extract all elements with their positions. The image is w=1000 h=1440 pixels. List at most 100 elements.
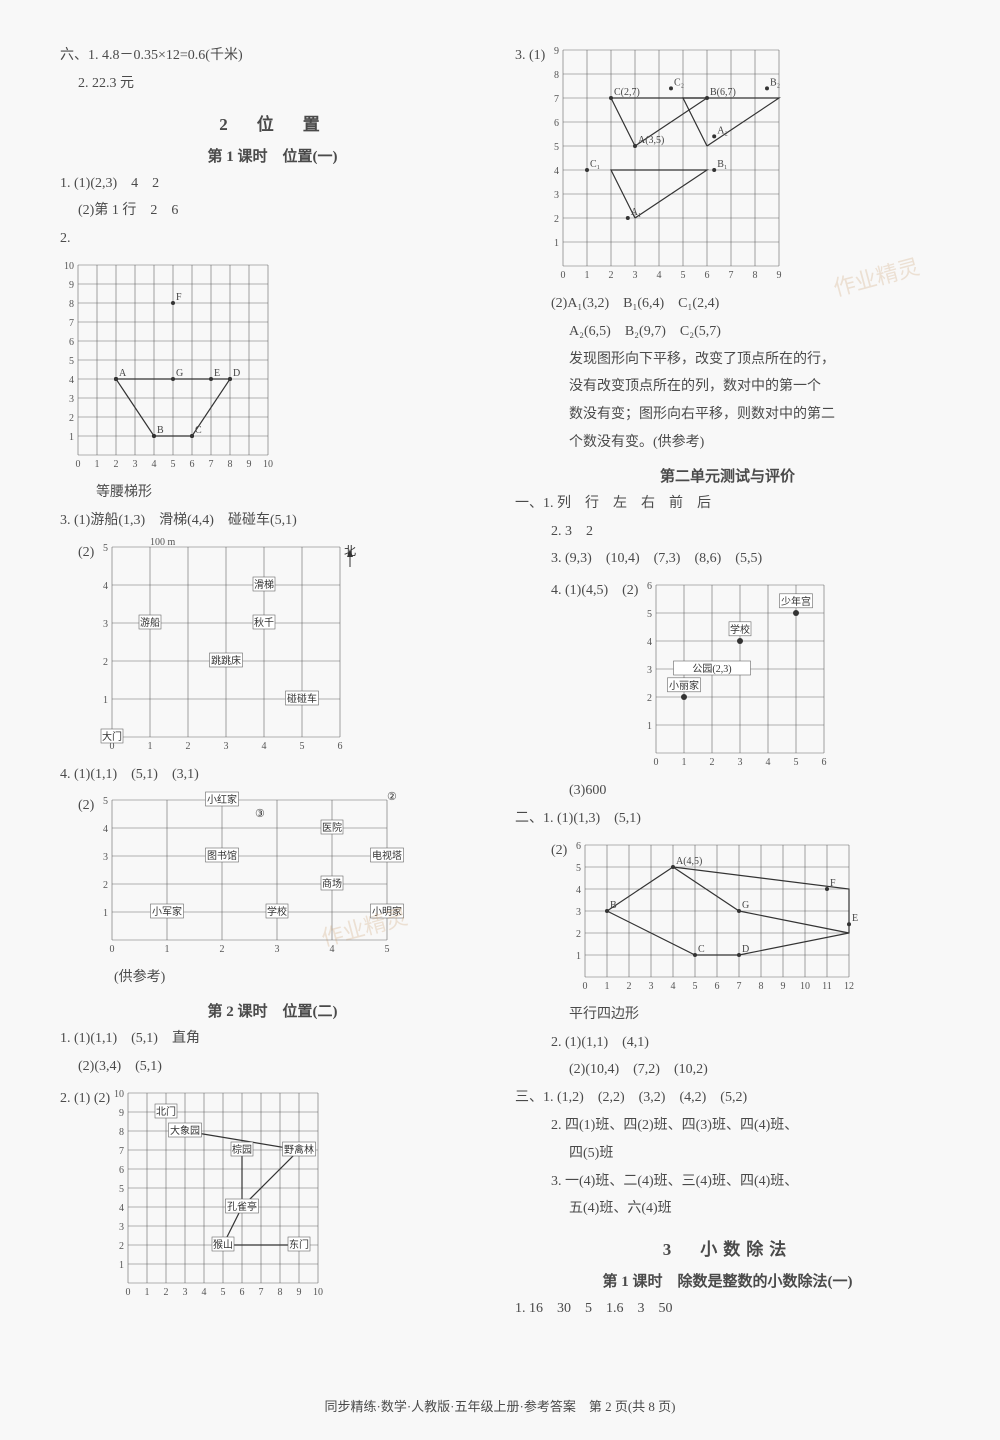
text-line: 四(5)班 (569, 1142, 940, 1166)
section-title: 3 小数除法 (515, 1235, 940, 1260)
text-line: (3)600 (569, 779, 940, 803)
text-line: 个数没有变。(供参考) (569, 431, 940, 455)
svg-text:东门: 东门 (289, 1238, 309, 1251)
svg-text:5: 5 (794, 757, 799, 768)
svg-text:F: F (830, 878, 836, 889)
svg-text:电视塔: 电视塔 (372, 849, 402, 862)
svg-text:2: 2 (647, 693, 652, 704)
svg-text:4: 4 (152, 459, 157, 470)
svg-text:小红家: 小红家 (207, 793, 237, 806)
svg-text:4: 4 (119, 1203, 124, 1214)
text-line: 3. (1)游船(1,3) 滑梯(4,4) 碰碰车(5,1) (60, 509, 485, 533)
lesson-title: 第 2 课时 位置(二) (60, 1000, 485, 1021)
svg-text:D: D (233, 368, 240, 379)
svg-text:6: 6 (715, 981, 720, 992)
text-line: 没有改变顶点所在的列，数对中的第一个 (569, 375, 940, 399)
left-column: 六、1. 4.8－0.35×12=0.6(千米) 2. 22.3 元 2 位 置… (60, 40, 485, 1325)
svg-text:6: 6 (576, 841, 581, 852)
svg-text:8: 8 (759, 981, 764, 992)
svg-text:8: 8 (753, 270, 758, 281)
svg-text:5: 5 (171, 459, 176, 470)
svg-text:6: 6 (822, 757, 827, 768)
text-line: (2)(10,4) (7,2) (10,2) (569, 1058, 940, 1082)
svg-text:5: 5 (69, 356, 74, 367)
svg-text:9: 9 (777, 270, 782, 281)
svg-text:B₂: B₂ (770, 77, 780, 88)
svg-text:②: ② (387, 791, 397, 803)
svg-text:B: B (157, 425, 164, 436)
svg-text:少年宫: 少年宫 (781, 595, 811, 608)
text-line: (2)A₁(3,2) B₁(6,4) C₁(2,4) (551, 292, 940, 316)
svg-text:1: 1 (95, 459, 100, 470)
svg-text:4: 4 (262, 741, 267, 752)
svg-text:5: 5 (119, 1184, 124, 1195)
svg-text:游船: 游船 (140, 616, 160, 629)
svg-text:2: 2 (710, 757, 715, 768)
svg-text:1: 1 (647, 721, 652, 732)
svg-text:4: 4 (69, 375, 74, 386)
svg-text:10: 10 (64, 261, 74, 272)
svg-text:2: 2 (114, 459, 119, 470)
text-line: 发现图形向下平移，改变了顶点所在的行， (569, 348, 940, 372)
svg-text:1: 1 (554, 238, 559, 249)
svg-text:7: 7 (119, 1146, 124, 1157)
svg-text:C₁: C₁ (590, 159, 600, 170)
svg-text:跳跳床: 跳跳床 (211, 654, 241, 667)
svg-text:小军家: 小军家 (152, 905, 182, 918)
svg-text:6: 6 (554, 118, 559, 129)
svg-text:9: 9 (247, 459, 252, 470)
svg-text:1: 1 (576, 951, 581, 962)
text-line: 三、1. (1,2) (2,2) (3,2) (4,2) (5,2) (515, 1086, 940, 1110)
svg-text:2: 2 (627, 981, 632, 992)
grid-chart-t1: 0123456123456少年宫学校公园(2,3)小丽家 (638, 575, 842, 775)
svg-text:3: 3 (103, 619, 108, 630)
svg-text:A₁: A₁ (631, 207, 642, 218)
svg-text:4: 4 (766, 757, 771, 768)
text-line: 2. 四(1)班、四(2)班、四(3)班、四(4)班、 (551, 1114, 940, 1138)
svg-text:5: 5 (693, 981, 698, 992)
svg-text:7: 7 (209, 459, 214, 470)
grid-chart-q4: 01234512345小军家小红家图书馆学校医院商场电视塔小明家②③ (94, 790, 405, 962)
svg-text:4: 4 (330, 944, 335, 955)
svg-text:4: 4 (554, 166, 559, 177)
svg-text:C: C (195, 425, 202, 436)
svg-text:7: 7 (69, 318, 74, 329)
text-line: 二、1. (1)(1,3) (5,1) (515, 807, 940, 831)
svg-text:5: 5 (647, 609, 652, 620)
svg-text:6: 6 (647, 581, 652, 592)
svg-text:B₁: B₁ (718, 159, 728, 170)
svg-text:2: 2 (69, 413, 74, 424)
svg-text:B(6,7): B(6,7) (710, 87, 736, 98)
svg-text:8: 8 (228, 459, 233, 470)
text-line: 五(4)班、六(4)班 (569, 1197, 940, 1221)
svg-text:6: 6 (338, 741, 343, 752)
text-line: 3. (9,3) (10,4) (7,3) (8,6) (5,5) (551, 547, 940, 571)
svg-text:A₂: A₂ (718, 125, 729, 136)
text-line: (2)第 1 行 2 6 (78, 199, 485, 223)
svg-text:7: 7 (737, 981, 742, 992)
svg-text:A(3,5): A(3,5) (638, 135, 664, 146)
text-line: 平行四边形 (569, 1003, 940, 1027)
text-line: (2)(3,4) (5,1) (78, 1055, 485, 1079)
page-content: 六、1. 4.8－0.35×12=0.6(千米) 2. 22.3 元 2 位 置… (60, 40, 940, 1325)
svg-text:1: 1 (165, 944, 170, 955)
svg-text:3: 3 (275, 944, 280, 955)
svg-text:12: 12 (844, 981, 854, 992)
svg-text:2: 2 (103, 880, 108, 891)
svg-text:2: 2 (609, 270, 614, 281)
svg-text:0: 0 (110, 944, 115, 955)
svg-text:9: 9 (119, 1108, 124, 1119)
text-line: 3. 一(4)班、二(4)班、三(4)班、四(4)班、 (551, 1170, 940, 1194)
text-line: 3. (1) (515, 44, 545, 284)
svg-text:2: 2 (186, 741, 191, 752)
svg-text:2: 2 (576, 929, 581, 940)
svg-text:孔雀亭: 孔雀亭 (227, 1200, 257, 1213)
svg-text:公园(2,3): 公园(2,3) (693, 663, 732, 675)
svg-text:7: 7 (259, 1287, 264, 1298)
svg-text:5: 5 (681, 270, 686, 281)
svg-text:2: 2 (164, 1287, 169, 1298)
svg-text:A: A (119, 368, 127, 379)
svg-text:0: 0 (561, 270, 566, 281)
svg-text:9: 9 (781, 981, 786, 992)
svg-text:10: 10 (263, 459, 273, 470)
